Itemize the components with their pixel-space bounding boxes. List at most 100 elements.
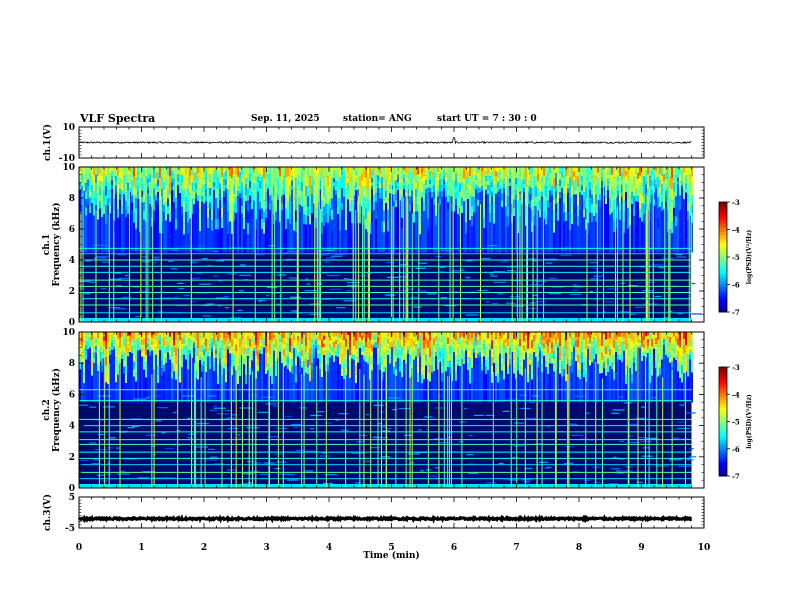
ch2-spectrogram-cell [537, 355, 539, 362]
ch2-spectrogram-cell [673, 344, 675, 350]
ch2-spectrogram-cell [169, 350, 171, 356]
ch2-spectrogram-cell [479, 352, 481, 357]
ch2-spectrogram-cell [545, 355, 547, 362]
ch1-spectrogram-cell [509, 296, 520, 298]
ch1-spectrogram-cell [429, 192, 431, 253]
ch1-spectrogram-cell [79, 167, 81, 171]
ch2-spectrogram-cell [397, 340, 399, 346]
station-label: station= ANG [343, 114, 412, 124]
ch2-spectrogram-cell [515, 363, 517, 372]
ch1-spectrogram-cell [403, 181, 405, 186]
ch2-spectrogram-cell [527, 332, 529, 341]
ch2-spectrogram-cell [115, 373, 117, 383]
ch1-spectrogram-cell [573, 185, 575, 191]
ch1-spectrogram-cell [507, 216, 509, 227]
ch2-spectrogram-cell [433, 351, 435, 359]
ch2-spectrogram-cell [527, 365, 529, 375]
ch2-spectrogram-cell [545, 332, 547, 338]
ch2-spectrogram-cell [369, 379, 371, 403]
ch2-spectrogram-cell [363, 341, 365, 347]
ch2-spectrogram-cell [211, 335, 213, 339]
ch2-spectrogram-cell [95, 332, 97, 336]
ch1-spectrogram-cell [421, 182, 423, 188]
ch2-spectrogram-cell [119, 342, 121, 348]
ch1-spectrogram-cell [535, 225, 537, 253]
ch2-spectrogram-cell [417, 357, 419, 366]
ch2-spectrogram-cell [287, 369, 289, 403]
ch1-spectrogram-cell [401, 228, 403, 253]
ch1-spectrogram-cell [201, 172, 203, 179]
ch2-spectrogram-cell [229, 342, 231, 347]
ch2-spectrogram-cell [519, 374, 521, 403]
ch1-spectrogram-cell [387, 220, 389, 232]
ch1-spectrogram-cell [607, 182, 609, 187]
ch1-spectrogram-cell [464, 276, 470, 278]
ch1-spectrogram-cell [133, 194, 135, 205]
ch2-spectrogram-cell [445, 332, 447, 339]
ch2-spectrogram-cell [389, 353, 391, 359]
ch1-spectrogram-cell [461, 167, 463, 175]
ch2-spectrogram-cell [523, 345, 525, 351]
ch1-spectrogram-cell [153, 262, 157, 264]
ch2-spectrogram-cell [199, 350, 201, 356]
ch2-spectrogram-cell [237, 340, 239, 350]
ch1-spectrogram-cell [209, 202, 211, 210]
ch2-spectrogram-cell [143, 338, 145, 345]
ch1-spectrogram-cell [553, 199, 555, 211]
ch1-spectrogram-cell [173, 190, 175, 197]
ch1-spectrogram-cell [465, 211, 467, 223]
ch1-spectrogram-cell [219, 194, 221, 201]
ch1-spectrogram-cell [189, 218, 191, 253]
ch2-spectrogram-cell [437, 332, 439, 339]
ch1-spectrogram-cell [165, 211, 167, 221]
ch1-spectrogram-cell [303, 186, 305, 196]
ch2-spectrogram-cell [209, 350, 211, 357]
ch1-spectrogram-cell [466, 260, 473, 262]
ch1-spectrogram-cell [93, 175, 95, 184]
ch1-spectrogram-cell [79, 182, 81, 187]
ch2-spectrogram-cell [193, 332, 195, 335]
ch2-spectrogram-cell [633, 337, 635, 343]
ch2-spectrogram-cell [515, 347, 517, 356]
ch1-spectrogram-cell [559, 204, 561, 253]
ch1-spectrogram-cell [657, 218, 659, 229]
ch1-spectrogram-cell [651, 171, 653, 177]
ch2-spectrogram-cell [471, 349, 473, 356]
ch2-spectrogram-cell [483, 336, 485, 341]
ch1-spectrogram-cell [551, 190, 553, 196]
ch2-spectrogram-cell [469, 332, 471, 341]
ch2-spectrogram-cell [557, 332, 559, 335]
ch1-spectrogram-cell [321, 167, 323, 179]
ch2-spectrogram-cell [413, 350, 415, 356]
ch2-spectrogram-cell [417, 373, 419, 383]
ch2-spectrogram-cell [451, 364, 453, 373]
ch1-spectrogram-cell [489, 194, 491, 204]
ch2-spectrogram-cell [297, 348, 299, 353]
ch2-spectrogram-cell [439, 336, 441, 342]
ch1-spectrogram-cell [493, 176, 495, 186]
ch1-spectrogram-cell [461, 174, 463, 183]
ch2-spectrogram-cell [649, 382, 651, 403]
ch2-spectrogram-cell [615, 348, 617, 353]
ch1-spectrogram-cell [345, 177, 347, 189]
ch1-spectrogram-cell [230, 246, 243, 249]
ch1-spectrogram-cell [315, 177, 317, 188]
ch2-spectrogram-cell [445, 371, 447, 403]
ch2-spectrogram-cell [387, 339, 389, 344]
ch1-spectrogram-cell [207, 177, 209, 188]
ch2-spectrogram-cell [205, 345, 207, 352]
ch1-spectrogram-cell [625, 167, 627, 172]
ch1-spectrogram-cell [141, 167, 143, 173]
ch2-spectrogram-cell [591, 332, 593, 338]
ch2-spectrogram-cell [145, 362, 147, 370]
ch1-spectrogram-cell [535, 176, 537, 187]
ch1-spectrogram-cell [513, 216, 515, 253]
ch2-spectrogram-cell [343, 371, 345, 380]
ch2-spectrogram-cell [249, 394, 259, 396]
ch2-spectrogram-cell [687, 332, 689, 340]
ch2-spectrogram-cell [251, 355, 253, 361]
ch1-spectrogram-cell [397, 178, 399, 183]
ch2-spectrogram-cell [149, 347, 151, 352]
ch1-spectrogram-cell [459, 167, 461, 176]
ch1-spectrogram-cell [293, 167, 295, 178]
